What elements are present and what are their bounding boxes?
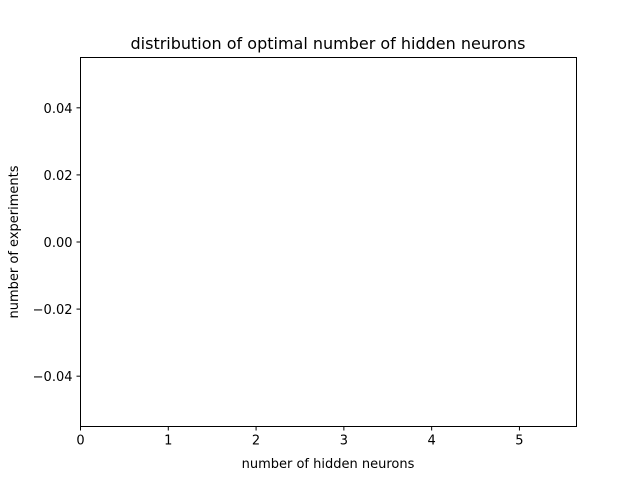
x-tick-label: 0	[76, 434, 84, 449]
y-tick-label: 0.04	[44, 102, 73, 117]
plot-area	[80, 57, 577, 427]
x-tick-label: 5	[515, 434, 523, 449]
x-axis: 0 1 2 3 4 5	[76, 426, 524, 449]
x-tick-label: 4	[428, 434, 436, 449]
chart-title: distribution of optimal number of hidden…	[131, 34, 526, 53]
y-tick-label: −0.02	[33, 303, 73, 318]
x-tick-label: 3	[340, 434, 348, 449]
y-tick-label: 0.00	[44, 236, 73, 251]
y-tick-label: −0.04	[33, 370, 73, 385]
y-axis: 0.04 0.02 0.00 −0.02 −0.04	[33, 102, 81, 385]
y-tick-label: 0.02	[44, 169, 73, 184]
y-axis-label: number of experiments	[7, 165, 22, 318]
x-tick-label: 1	[164, 434, 172, 449]
x-tick-label: 2	[252, 434, 260, 449]
x-axis-label: number of hidden neurons	[242, 457, 415, 472]
